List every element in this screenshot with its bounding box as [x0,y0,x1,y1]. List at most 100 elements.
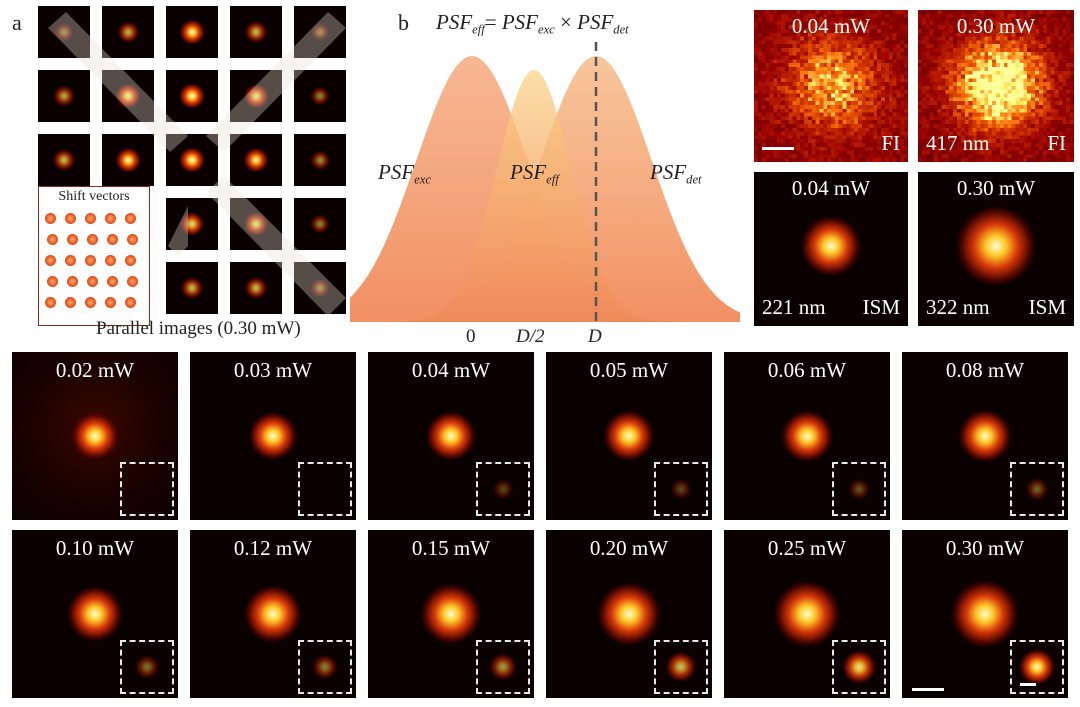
power-series-image: 0.25 mW [724,530,890,698]
ism-psf-spot [774,581,840,647]
panel-c-image-fi: 0.04 mW FI [754,10,908,162]
difference-inset [1010,462,1064,516]
psf-det-label: PSFdet [650,160,702,187]
shift-vector-dot [45,213,56,224]
eq-lhs-sub: eff [472,22,485,37]
shift-vector-dot [107,234,118,245]
parallel-image-tile [166,6,218,58]
method-label: FI [1047,131,1066,155]
shift-vector-dot [125,297,136,308]
ism-psf-spot [958,409,1012,463]
difference-inset [1010,640,1064,694]
shift-vector-dot [105,297,116,308]
shift-vector-dot [87,276,98,287]
parallel-image-tile [230,70,282,122]
power-label: 0.08 mW [945,358,1025,382]
panel-a-letter: a [12,10,22,35]
ism-psf-spot [421,584,481,644]
psf-spot [53,85,75,107]
shift-vector-dot [87,234,98,245]
shift-vectors-title: Shift vectors [58,189,130,204]
shift-vector-dot [85,213,96,224]
psf-size-label: 417 nm [926,131,990,155]
difference-inset [476,640,530,694]
psf-curve-psf-exc [350,56,740,322]
parallel-image-tile [294,262,346,314]
inset-spot [670,478,692,500]
method-label: FI [881,131,900,155]
psf-spot [243,147,269,173]
ism-psf-spot [956,205,1036,286]
psf-spot [181,277,203,299]
inset-spot [842,650,876,684]
power-label: 0.06 mW [767,358,847,382]
psf-spot [117,21,139,43]
power-label: 0.02 mW [55,358,135,382]
power-label: 0.04 mW [791,14,871,38]
power-label: 0.30 mW [945,536,1025,560]
psf-spot [310,150,330,170]
shift-vector-dot [67,276,78,287]
shift-vector-dot [65,297,76,308]
parallel-image-tile [230,262,282,314]
psf-spot [179,83,205,109]
power-series-image: 0.12 mW [190,530,356,698]
inset-spot [848,478,870,500]
psf-spot [53,149,75,171]
shift-vector-dot [45,255,56,266]
parallel-image-tile [38,134,90,186]
ism-psf-spot [426,411,476,461]
shift-vector-dot [107,276,118,287]
difference-inset [654,640,708,694]
psf-spot [243,83,269,109]
eq-t2-sub: det [613,22,629,37]
inset-spot [492,478,514,500]
inset-spot [135,655,159,679]
eq-equals: = [484,10,502,34]
psf-spot [180,212,204,236]
psf-spot [244,212,268,236]
method-label: ISM [862,295,900,319]
panel-c-image-ism: 0.30 mW 322 nm ISM [918,172,1074,326]
eq-lhs: PSF [436,10,473,34]
psf-spot [311,23,329,41]
tick-label-half: D/2 [516,326,545,347]
ism-psf-spot [244,585,302,643]
panel-b-letter: b [398,10,409,35]
ism-psf-spot [597,582,661,646]
psf-eff-label: PSFeff [510,160,559,187]
power-label: 0.30 mW [956,176,1036,200]
shift-vector-dot [85,297,96,308]
psf-spot [245,277,267,299]
power-series-image: 0.02 mW [12,352,178,520]
psf-spot [115,83,141,109]
inset-spot [489,653,517,681]
shift-vector-dot [47,234,58,245]
eq-times: × [554,10,578,34]
inset-scale-bar [1020,683,1036,686]
psf-spot [54,22,74,42]
power-label: 0.03 mW [233,358,313,382]
power-series-image: 0.06 mW [724,352,890,520]
ism-psf-spot [67,586,123,642]
parallel-image-tile [102,6,154,58]
parallel-image-tile [294,70,346,122]
power-label: 0.12 mW [233,536,313,560]
power-series-image: 0.05 mW [546,352,712,520]
psf-spot [310,278,330,298]
ism-psf-spot [71,412,119,460]
difference-inset [476,462,530,516]
inset-spot [1025,477,1049,501]
psf-spot [179,147,205,173]
shift-vector-dot [65,255,76,266]
inset-spot [665,651,697,683]
inset-spot [312,654,338,680]
power-series-image: 0.08 mW [902,352,1068,520]
eq-t2: PSF [577,10,614,34]
ism-psf-spot [801,215,861,276]
power-label: 0.04 mW [791,176,871,200]
parallel-image-tile [166,134,218,186]
psf-spot [245,21,267,43]
parallel-image-tile [102,70,154,122]
difference-inset [832,462,886,516]
